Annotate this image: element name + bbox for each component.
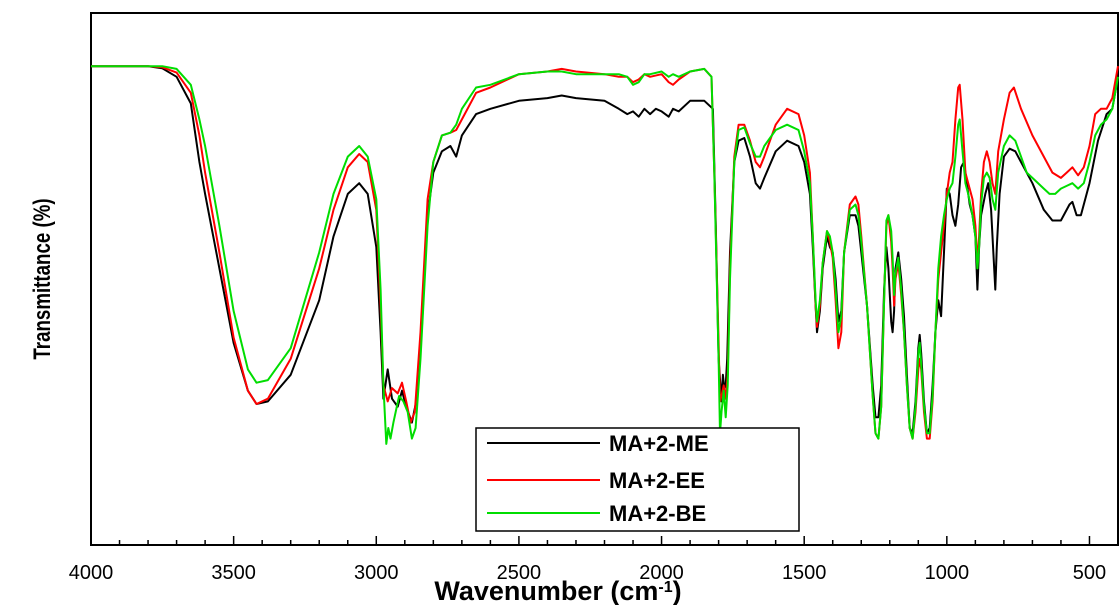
x-tick-label: 3000	[354, 562, 399, 584]
x-axis-title-close: )	[673, 576, 682, 605]
x-tick-label: 1500	[782, 562, 827, 584]
legend: MA+2-ME MA+2-EE MA+2-BE	[475, 427, 800, 532]
x-tick-label: 2500	[497, 562, 542, 584]
series-layer	[91, 65, 1119, 445]
x-tick-label: 1000	[925, 562, 970, 584]
legend-label-me: MA+2-ME	[609, 431, 709, 456]
x-axis-title: Wavenumber (cm-1)	[434, 576, 681, 605]
x-tick-label: 500	[1073, 562, 1106, 584]
x-axis-title-main: Wavenumber (cm	[434, 576, 658, 605]
y-axis-title: Transmittance (%)	[29, 198, 56, 359]
legend-label-be: MA+2-BE	[609, 501, 706, 526]
x-tick-label: 4000	[69, 562, 114, 584]
x-axis-title-sup: -1	[658, 579, 672, 596]
series-line-ma-2-ee	[91, 65, 1119, 440]
series-line-ma-2-be	[91, 65, 1119, 445]
x-ticks: 4000 3500 3000 2500 2000 1500 1000 500	[69, 536, 1119, 584]
x-tick-label: 2000	[639, 562, 684, 584]
x-tick-label: 3500	[211, 562, 256, 584]
legend-label-ee: MA+2-EE	[609, 468, 705, 493]
